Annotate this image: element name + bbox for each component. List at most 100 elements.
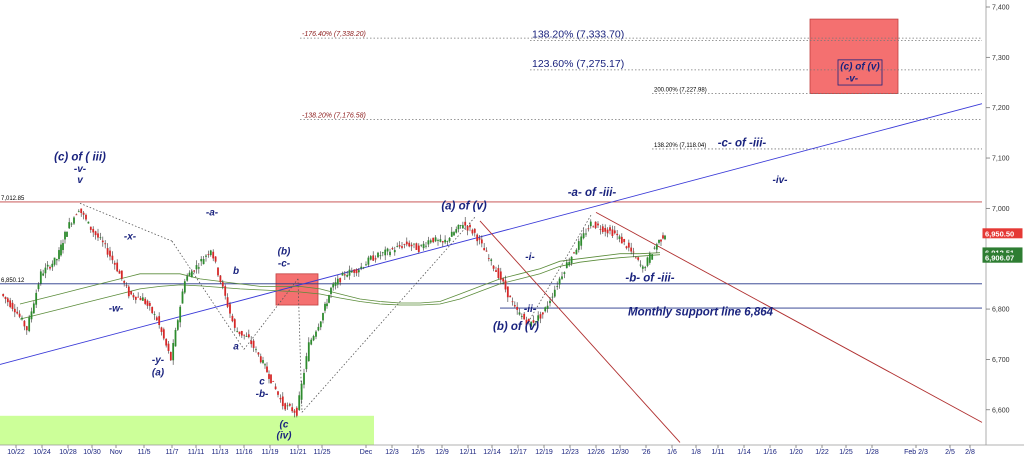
candle-down — [277, 391, 279, 395]
candle-down — [478, 237, 481, 240]
candle-down — [266, 366, 268, 373]
candle-down — [270, 374, 272, 384]
candle-up — [39, 271, 42, 284]
candle-up — [30, 311, 33, 320]
wave-label: (b) — [278, 247, 291, 258]
x-tick-label: 12/9 — [435, 449, 449, 456]
candle-up — [37, 284, 40, 290]
candle-down — [464, 221, 467, 226]
y-tick-label: 6,800 — [992, 307, 1010, 314]
candle-up — [646, 257, 649, 266]
candle-up — [44, 267, 47, 274]
candle-up — [563, 272, 566, 274]
candle-up — [197, 267, 200, 269]
candle-down — [18, 313, 21, 317]
target-box-title: (c) of (v) — [840, 61, 880, 72]
x-tick-label: 1/6 — [667, 449, 677, 456]
candle-down — [259, 356, 262, 363]
moving-averages-layer — [19, 252, 661, 320]
candle-down — [355, 269, 358, 274]
candle-down — [162, 329, 165, 339]
candle-down — [25, 326, 28, 331]
candle-down — [111, 255, 114, 261]
fib-level-label: 123.60% (7,275.17) — [532, 58, 624, 70]
candle-down — [527, 318, 530, 323]
target-box — [809, 18, 899, 94]
candle-up — [264, 364, 266, 366]
x-tick-label: Feb 2/3 — [904, 449, 928, 456]
candle-down — [469, 224, 471, 228]
candle-down — [620, 236, 623, 244]
candle-down — [613, 230, 616, 234]
x-tick-label: 1/20 — [789, 449, 803, 456]
moving-average-line — [19, 252, 661, 305]
candle-up — [420, 244, 423, 246]
candle-up — [55, 259, 58, 261]
candle-up — [386, 248, 389, 252]
wave-label: v — [77, 175, 84, 186]
candle-up — [62, 243, 64, 250]
wave-labels-layer: (c) of ( iii)-v-v -x- -w- -y- (a) -a-b a c-b- (b… — [54, 137, 788, 441]
candle-up — [653, 247, 656, 249]
candle-up — [369, 256, 372, 260]
wave-path — [243, 278, 299, 350]
y-tick-label: 6,700 — [992, 357, 1010, 364]
candle-up — [561, 276, 563, 279]
candle-down — [4, 296, 7, 299]
candle-down — [85, 214, 87, 220]
candle-up — [565, 262, 568, 269]
candle-down — [229, 304, 231, 314]
wave-label: (c — [280, 419, 289, 430]
candle-up — [360, 266, 363, 269]
candle-down — [113, 262, 116, 265]
x-tick-label: 1/22 — [815, 449, 829, 456]
wave-label: -i- — [525, 252, 535, 263]
candle-up — [346, 275, 349, 277]
candle-up — [553, 289, 556, 297]
candle-down — [221, 282, 224, 287]
wave-label: -a- of -iii- — [568, 187, 617, 199]
candles-layer — [2, 208, 666, 418]
x-tick-label: 1/25 — [839, 449, 853, 456]
y-tick-label: 7,400 — [992, 5, 1010, 12]
candle-up — [589, 221, 592, 227]
candle-up — [202, 259, 205, 265]
candle-up — [365, 264, 367, 266]
candle-down — [632, 251, 635, 253]
x-tick-label: 1/28 — [865, 449, 879, 456]
candle-down — [252, 340, 255, 348]
candle-down — [16, 311, 19, 314]
candle-up — [459, 225, 462, 226]
candle-down — [509, 295, 512, 298]
candle-up — [641, 266, 644, 269]
candle-up — [300, 383, 303, 400]
candle-up — [455, 229, 458, 233]
candle-up — [546, 305, 549, 309]
candle-down — [279, 397, 282, 400]
candle-down — [274, 386, 277, 390]
candle-down — [49, 266, 51, 269]
candle-down — [625, 246, 628, 249]
candle-down — [525, 319, 528, 326]
candle-up — [183, 281, 186, 293]
candle-up — [429, 240, 432, 243]
x-tick-label: 1/14 — [737, 449, 751, 456]
price-tag-label: 6,950.50 — [985, 229, 1014, 238]
candle-down — [485, 250, 488, 252]
candle-up — [534, 321, 537, 323]
x-tick-label: 10/24 — [33, 449, 51, 456]
x-axis: 10/22 10/24 10/28 10/30 Nov 11/5 11/7 11/11 11/1… — [0, 444, 1024, 456]
candle-up — [200, 258, 203, 262]
x-tick-label: 12/11 — [460, 449, 477, 456]
candle-down — [23, 320, 26, 327]
candle-down — [573, 252, 575, 254]
candle-down — [391, 248, 394, 250]
candle-down — [193, 270, 196, 272]
candle-down — [497, 268, 500, 279]
candle-up — [530, 321, 533, 327]
candle-down — [212, 251, 215, 259]
target-box-sub: -v- — [846, 74, 859, 85]
trendlines-layer — [0, 103, 983, 443]
candle-down — [408, 242, 411, 247]
x-tick-label: 11/21 — [290, 449, 307, 456]
